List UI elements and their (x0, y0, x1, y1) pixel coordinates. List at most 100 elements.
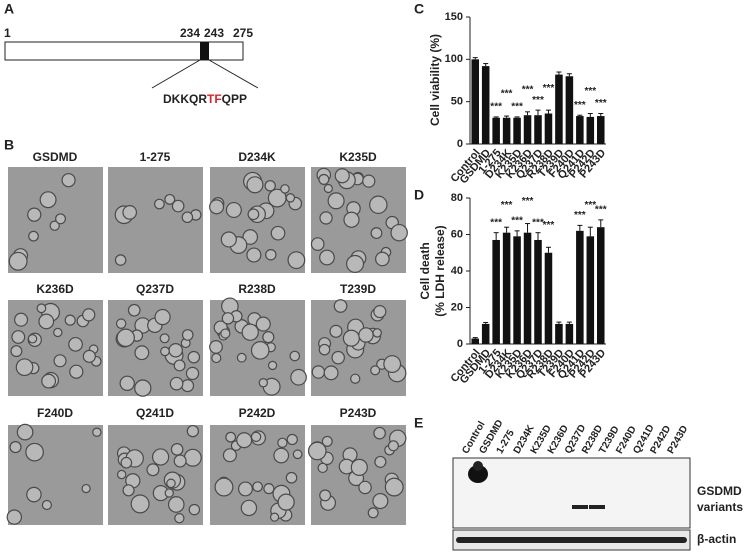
cell (220, 328, 231, 339)
significance: *** (490, 217, 502, 228)
bar (576, 116, 584, 144)
cell (81, 483, 91, 494)
cell (64, 314, 76, 326)
y-tick-label: 40 (451, 265, 463, 277)
cell (164, 193, 176, 205)
cell (358, 327, 374, 343)
cell (319, 489, 332, 502)
cell (387, 440, 399, 452)
bar (471, 338, 479, 344)
cell (186, 424, 200, 438)
cell (343, 211, 360, 228)
cell (169, 376, 184, 391)
cell (188, 503, 201, 516)
cell (92, 427, 102, 437)
y-tick-label: 60 (451, 228, 463, 240)
cell (160, 346, 170, 357)
sequence-highlight: TF (207, 92, 222, 106)
cell (114, 254, 127, 266)
cell (225, 201, 242, 219)
cell (9, 441, 22, 454)
cell (159, 333, 170, 344)
cell (290, 368, 307, 386)
cell (16, 423, 34, 441)
cell (10, 345, 23, 358)
cell (41, 373, 57, 389)
band (456, 537, 687, 543)
cell (350, 458, 368, 477)
significance: *** (522, 196, 534, 207)
cell (53, 327, 63, 338)
bar (502, 232, 511, 344)
cell (185, 366, 200, 381)
cell (122, 205, 138, 220)
cell (173, 454, 187, 468)
cell (69, 364, 84, 379)
cell (181, 211, 194, 224)
cell (220, 231, 237, 248)
cell (263, 483, 275, 495)
cell (236, 352, 247, 363)
cell (116, 469, 127, 480)
cell (119, 375, 135, 391)
cell (375, 251, 390, 267)
cell (307, 441, 327, 461)
cell (183, 448, 202, 467)
cell (350, 373, 361, 384)
cell (373, 305, 387, 319)
panel-label: E (414, 415, 423, 431)
cell (246, 247, 262, 263)
cell (370, 365, 381, 376)
significance: *** (543, 83, 555, 94)
cell (319, 211, 333, 225)
cell (55, 213, 66, 225)
cell (127, 303, 141, 317)
bar (513, 117, 521, 144)
cell (8, 251, 28, 271)
cell (14, 312, 29, 327)
y-axis-label: (% LDH release) (433, 225, 447, 316)
y-axis-label: Cell death (418, 242, 432, 299)
bar (502, 117, 511, 144)
cell (270, 225, 286, 241)
y-tick-label: 50 (451, 96, 463, 108)
blot (452, 457, 691, 529)
significance: *** (584, 200, 596, 211)
y-tick-label: 0 (457, 138, 463, 150)
cell (209, 199, 225, 215)
cell (6, 509, 23, 525)
cell (211, 352, 222, 364)
region (200, 42, 209, 60)
image-label: P242D (239, 406, 276, 420)
cell (292, 449, 303, 460)
cell (39, 191, 57, 209)
y-tick-label: 80 (451, 192, 463, 204)
cell (384, 477, 404, 497)
cell (369, 195, 388, 215)
cell (358, 480, 372, 495)
cell (82, 308, 96, 322)
cell (373, 426, 386, 440)
cell (225, 431, 237, 443)
sequence-part: QPP (222, 92, 247, 106)
cell (134, 345, 150, 361)
cell (318, 173, 330, 185)
bar (492, 117, 500, 144)
significance: *** (511, 102, 523, 113)
bar (471, 59, 479, 145)
cell (327, 192, 345, 210)
cell (319, 249, 335, 266)
cell (329, 324, 343, 338)
cell (11, 330, 26, 344)
cell (53, 354, 67, 368)
significance: *** (532, 217, 544, 228)
bar (544, 252, 553, 344)
significance: *** (574, 210, 586, 221)
significance: *** (490, 102, 502, 113)
cell (252, 481, 263, 493)
cell (269, 512, 280, 522)
cell (370, 227, 383, 240)
image-label: R238D (238, 282, 276, 296)
cell (209, 340, 223, 354)
